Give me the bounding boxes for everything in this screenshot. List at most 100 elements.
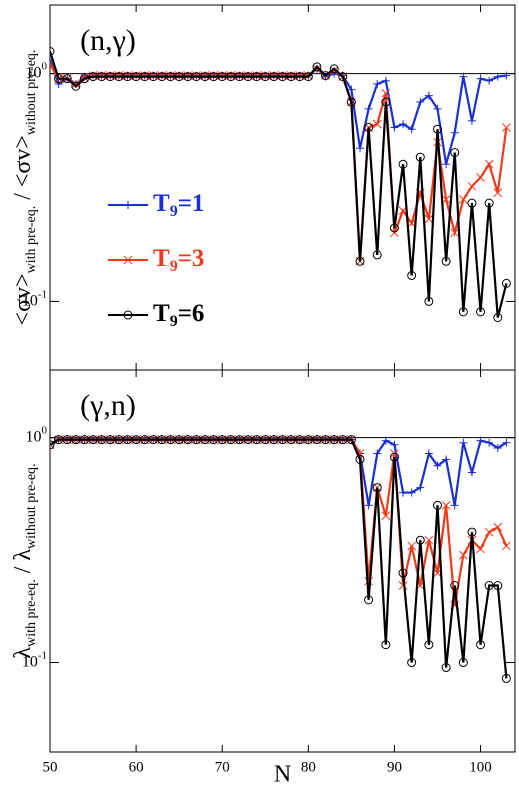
marker (183, 72, 193, 82)
marker (269, 435, 279, 445)
marker (166, 72, 176, 82)
marker (71, 79, 81, 89)
marker (501, 673, 511, 683)
marker (252, 72, 262, 82)
marker (502, 123, 511, 132)
marker (433, 104, 442, 113)
y-axis-label: <σv>with pre-eq. / <σv>without pre-eq. (10, 50, 40, 326)
marker (433, 500, 442, 510)
marker (286, 72, 296, 82)
marker (54, 435, 64, 445)
marker (88, 435, 98, 445)
marker (131, 72, 141, 82)
marker (243, 435, 253, 445)
marker (140, 435, 150, 445)
y-axis-label-part: / λ (10, 549, 36, 580)
plot-frame (49, 369, 516, 753)
marker (329, 435, 339, 445)
marker (79, 435, 89, 445)
marker (338, 72, 348, 82)
marker (364, 104, 373, 113)
marker (450, 228, 460, 238)
y-axis-label-part: <σv> (10, 273, 36, 325)
marker (269, 72, 279, 82)
marker (114, 435, 124, 445)
marker (407, 270, 417, 280)
marker (484, 159, 494, 169)
marker (79, 74, 89, 84)
marker (372, 250, 382, 260)
marker (416, 483, 425, 492)
marker (476, 173, 485, 182)
marker (372, 119, 382, 129)
marker (148, 435, 158, 445)
marker (321, 435, 331, 445)
marker (484, 198, 494, 208)
marker (346, 97, 356, 107)
marker (502, 541, 511, 551)
marker (62, 435, 72, 445)
x-tick-label: 80 (301, 759, 316, 775)
marker (105, 72, 115, 82)
marker (373, 449, 382, 458)
y-axis-label-part: with pre-eq. (24, 579, 39, 647)
marker (381, 436, 390, 445)
y-tick-label: 10-1 (22, 649, 47, 670)
series (50, 47, 511, 322)
marker (329, 66, 339, 76)
marker (407, 488, 416, 497)
y-axis-label-part: without pre-eq. (24, 463, 39, 549)
marker (493, 443, 502, 452)
marker (295, 435, 305, 445)
marker (398, 159, 408, 169)
marker (54, 74, 64, 84)
panel-title: (γ,n) (80, 389, 136, 422)
marker (157, 435, 167, 445)
marker (209, 72, 219, 82)
marker (424, 449, 433, 458)
marker (416, 98, 425, 107)
marker (485, 438, 494, 447)
marker (131, 435, 141, 445)
marker (88, 72, 98, 82)
marker (372, 483, 382, 493)
marker (458, 550, 468, 560)
line (50, 63, 508, 262)
marker (493, 72, 502, 81)
marker (467, 527, 477, 537)
marker (226, 72, 236, 82)
marker (407, 658, 417, 668)
marker (347, 85, 356, 94)
marker (467, 116, 476, 125)
marker (97, 435, 107, 445)
marker (381, 76, 390, 85)
y-axis-label-part: with pre-eq. (24, 206, 39, 274)
x-tick-label: 100 (469, 759, 492, 775)
marker (217, 72, 227, 82)
marker (501, 278, 511, 288)
marker (424, 296, 434, 306)
marker (476, 436, 485, 445)
marker (303, 72, 313, 82)
y-tick-label: 10-1 (22, 288, 47, 309)
marker (356, 144, 364, 153)
line (50, 438, 508, 679)
marker (123, 255, 133, 265)
marker (467, 198, 477, 208)
marker (493, 312, 503, 322)
marker (381, 640, 391, 650)
marker (476, 74, 485, 83)
marker (217, 435, 227, 445)
marker (450, 148, 460, 158)
marker (381, 88, 391, 98)
marker (329, 64, 339, 74)
marker (476, 640, 486, 650)
marker (424, 535, 434, 545)
marker (484, 581, 494, 591)
marker (312, 435, 322, 445)
marker (97, 72, 107, 82)
marker (278, 72, 287, 82)
marker (441, 501, 451, 510)
marker (364, 501, 373, 510)
marker (476, 307, 486, 317)
